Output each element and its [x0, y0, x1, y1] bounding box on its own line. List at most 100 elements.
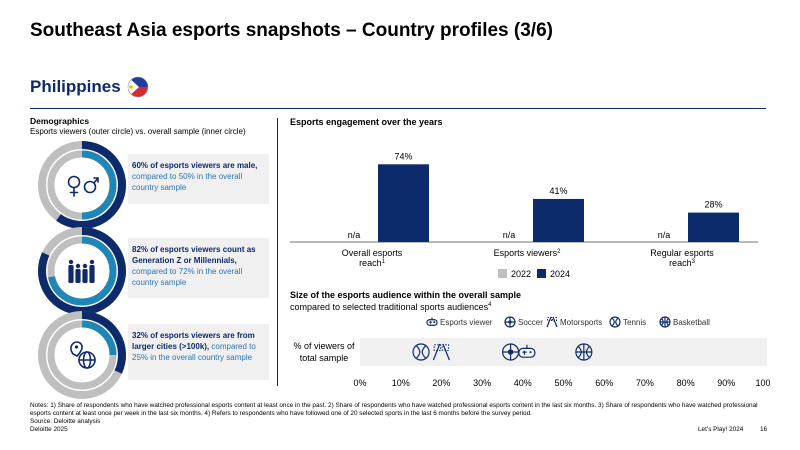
family-member-head: [82, 263, 88, 269]
category-label-line2: reach3: [669, 258, 696, 268]
demographic-card-bold: 32% of esports viewers are from larger c…: [132, 331, 255, 351]
column-divider: [277, 118, 278, 386]
family-member-head: [75, 263, 81, 269]
category-label: Regular esports: [650, 248, 714, 258]
plot-band: [360, 338, 767, 366]
donut-city: [37, 310, 127, 400]
engagement-chart-title: Esports engagement over the years: [290, 117, 443, 127]
outer-ring-value: [38, 227, 126, 315]
demographic-card-text: compared to 25% in the overall country s…: [132, 342, 256, 362]
donut-center: [56, 329, 108, 381]
male-symbol: [83, 180, 97, 194]
flag-poles: [546, 316, 558, 328]
data-label-2022: n/a: [503, 230, 516, 240]
legend-label: Motorsports: [560, 318, 602, 327]
legend-gamepad-icon: [426, 317, 438, 326]
bar-2024: [533, 198, 584, 242]
demographic-card-gender: 60% of esports viewers are male, compare…: [128, 154, 269, 204]
inner-ring-value: [48, 236, 117, 306]
data-label-2024: 74%: [394, 151, 412, 161]
bar-2024: [688, 212, 739, 242]
data-label-2024: 41%: [549, 186, 567, 196]
ball-seams: [611, 317, 619, 327]
page-title: Southeast Asia esports snapshots – Count…: [30, 20, 553, 41]
family-icon: [68, 259, 95, 283]
x-tick-label: 60%: [595, 378, 613, 388]
data-label-2024: 28%: [704, 200, 722, 210]
philippines-flag-icon: [127, 76, 149, 98]
donut-generation: [37, 226, 127, 316]
flag-checker-right: [441, 344, 450, 351]
legend-label: Tennis: [623, 318, 646, 327]
ball-seams: [660, 317, 670, 327]
inner-ring-value: [81, 320, 117, 356]
header-divider: [30, 108, 766, 109]
x-tick-label: 20%: [432, 378, 450, 388]
ball-seams: [415, 345, 427, 359]
data-label-2022: n/a: [348, 230, 361, 240]
female-cross: [69, 186, 79, 197]
bar-2024: [378, 164, 429, 242]
data-label-2022: n/a: [658, 230, 671, 240]
x-tick-label: 10%: [392, 378, 410, 388]
flag-checker-left: [547, 317, 552, 322]
donut-center: [56, 159, 108, 211]
flag-checker-right: [552, 317, 557, 322]
globe-pin-icon: [70, 341, 96, 369]
legend-label: Soccer: [518, 318, 543, 327]
footnote-mark: 2: [557, 249, 561, 255]
demographic-card-city: 32% of esports viewers are from larger c…: [128, 324, 269, 380]
donut-center: [56, 245, 108, 297]
demographics-subheading: Esports viewers (outer circle) vs. overa…: [30, 127, 246, 136]
gamepad-dpad: [429, 317, 433, 324]
marker-soccer-ball-icon: [501, 343, 520, 361]
family-member-body: [82, 269, 88, 283]
legend-label: Esports viewer: [440, 318, 493, 327]
x-tick-label: 100%: [755, 378, 770, 388]
marker-tennis-ball-icon: [412, 343, 430, 361]
notes-text: Notes: 1) Share of respondents who have …: [30, 402, 758, 417]
outer-ring-value: [81, 311, 126, 374]
ball-seams: [505, 317, 515, 327]
ball-seams: [502, 344, 519, 360]
x-tick-label: 30%: [473, 378, 491, 388]
ball-pentagon: [507, 349, 514, 355]
legend-swatch-2024: [537, 269, 546, 278]
marker-basketball-icon: [575, 343, 593, 361]
legend-basketball-icon: [659, 316, 671, 328]
legend-tennis-ball-icon: [609, 316, 621, 328]
ball-outline: [609, 316, 621, 328]
demographic-card-bold: 60% of esports viewers are male,: [132, 161, 258, 170]
legend-swatch-2022: [498, 269, 507, 278]
gamepad-button: [433, 321, 436, 324]
y-axis-label-line1: % of viewers of: [293, 341, 355, 351]
demographic-card-bold: 82% of esports viewers count as Generati…: [132, 245, 256, 265]
family-member-body: [75, 269, 81, 283]
ball-pentagon: [508, 320, 512, 324]
demographic-card-text: compared to 50% in the overall country s…: [132, 172, 243, 192]
gamepad-dpad: [522, 344, 528, 355]
category-label: Esports viewers2: [494, 248, 562, 258]
x-tick-label: 90%: [717, 378, 735, 388]
family-member-body: [68, 265, 74, 283]
audience-chart-subtitle: compared to selected traditional sports …: [290, 302, 491, 312]
legend-label-2024: 2024: [550, 269, 570, 279]
ball-seams: [575, 344, 592, 360]
family-member-body: [89, 265, 95, 283]
x-tick-label: 50%: [554, 378, 572, 388]
audience-dot-chart: Esports viewer Soccer Motorsports Tennis Bas…: [293, 316, 770, 388]
family-member-head: [68, 259, 74, 265]
flag-checker-left: [433, 344, 442, 351]
legend-racing-flag-icon: [546, 316, 558, 328]
gamepad-button: [529, 351, 532, 354]
demographic-card-generation: 82% of esports viewers count as Generati…: [128, 238, 269, 298]
footnote-mark: 3: [692, 259, 696, 265]
x-tick-label: 80%: [677, 378, 695, 388]
audience-chart-subtitle-text: compared to selected traditional sports …: [290, 302, 489, 312]
demographics-heading: Demographics: [30, 116, 90, 126]
demographic-card-text: compared to 72% in the overall country s…: [132, 267, 243, 287]
source-text: Source: Deloitte analysis: [30, 418, 101, 425]
ball-outline: [412, 343, 430, 361]
audience-chart-subtitle-mark: 4: [488, 302, 492, 308]
